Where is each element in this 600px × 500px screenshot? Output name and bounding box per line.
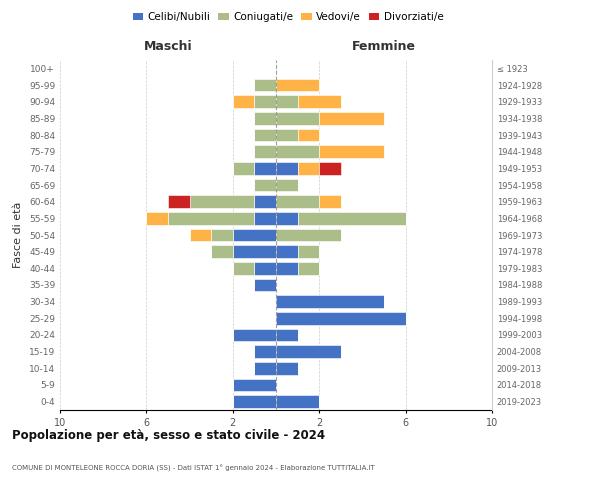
Bar <box>146 212 168 224</box>
Bar <box>276 196 319 208</box>
Bar <box>254 79 276 92</box>
Text: Popolazione per età, sesso e stato civile - 2024: Popolazione per età, sesso e stato civil… <box>12 430 325 442</box>
Bar <box>276 162 298 174</box>
Bar <box>254 362 276 374</box>
Bar <box>211 246 233 258</box>
Legend: Celibi/Nubili, Coniugati/e, Vedovi/e, Divorziati/e: Celibi/Nubili, Coniugati/e, Vedovi/e, Di… <box>128 8 448 26</box>
Bar <box>254 162 276 174</box>
Bar <box>276 146 319 158</box>
Bar <box>276 396 319 408</box>
Bar <box>233 396 276 408</box>
Bar <box>276 296 384 308</box>
Bar <box>298 246 319 258</box>
Text: Maschi: Maschi <box>143 40 193 54</box>
Bar <box>254 129 276 141</box>
Text: Femmine: Femmine <box>352 40 416 54</box>
Bar <box>190 229 211 241</box>
Bar <box>276 129 298 141</box>
Bar <box>276 229 341 241</box>
Bar <box>276 329 298 341</box>
Bar <box>211 229 233 241</box>
Bar <box>298 262 319 274</box>
Bar <box>319 146 384 158</box>
Bar <box>233 162 254 174</box>
Bar <box>276 179 298 192</box>
Bar <box>298 162 319 174</box>
Bar <box>254 262 276 274</box>
Bar <box>233 379 276 391</box>
Bar <box>190 196 254 208</box>
Bar <box>233 96 254 108</box>
Bar <box>254 212 276 224</box>
Bar <box>168 212 254 224</box>
Text: COMUNE DI MONTELEONE ROCCA DORIA (SS) - Dati ISTAT 1° gennaio 2024 - Elaborazion: COMUNE DI MONTELEONE ROCCA DORIA (SS) - … <box>12 466 375 472</box>
Bar <box>233 246 276 258</box>
Bar <box>276 96 298 108</box>
Bar <box>276 362 298 374</box>
Bar <box>254 146 276 158</box>
Bar <box>254 112 276 124</box>
Bar <box>254 196 276 208</box>
Bar <box>254 179 276 192</box>
Y-axis label: Fasce di età: Fasce di età <box>13 202 23 268</box>
Bar <box>276 262 298 274</box>
Bar <box>276 112 319 124</box>
Bar <box>254 279 276 291</box>
Bar <box>233 262 254 274</box>
Bar <box>298 212 406 224</box>
Bar <box>254 346 276 358</box>
Bar <box>276 312 406 324</box>
Bar <box>233 329 276 341</box>
Bar <box>319 112 384 124</box>
Bar <box>298 129 319 141</box>
Bar <box>233 229 276 241</box>
Bar <box>298 96 341 108</box>
Bar <box>319 162 341 174</box>
Bar <box>254 96 276 108</box>
Bar <box>276 346 341 358</box>
Bar <box>276 79 319 92</box>
Bar <box>319 196 341 208</box>
Bar <box>276 246 298 258</box>
Bar <box>276 212 298 224</box>
Bar <box>168 196 190 208</box>
